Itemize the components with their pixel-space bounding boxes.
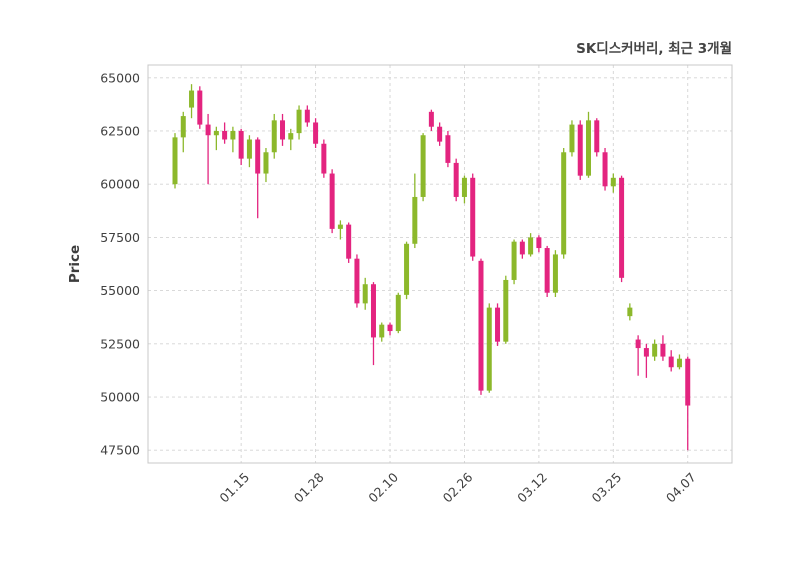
candle-down [387, 324, 393, 332]
candle-down [280, 120, 286, 140]
x-tick-label: 01.15 [216, 470, 252, 506]
candle-down [668, 356, 674, 368]
y-tick-label: 50000 [100, 390, 140, 405]
candle-down [445, 135, 451, 163]
candle-down [519, 241, 525, 255]
candle-up [627, 307, 633, 317]
candle-up [263, 152, 269, 174]
candlesticks [172, 84, 691, 451]
y-tick-label: 47500 [100, 443, 140, 458]
x-tick-label: 03.12 [514, 470, 550, 506]
x-tick-label: 04.07 [663, 470, 699, 506]
x-tick-label: 02.26 [440, 469, 476, 505]
candle-down [594, 120, 600, 153]
candle-down [197, 90, 203, 125]
candle-down [437, 126, 443, 142]
y-tick-label: 62500 [100, 123, 140, 138]
candle-down [222, 130, 228, 140]
candle-up [271, 120, 277, 153]
candle-down [354, 258, 360, 304]
candle-down [428, 111, 434, 127]
candle-up [213, 130, 219, 136]
candle-down [255, 139, 261, 174]
x-tick-label: 03.25 [589, 470, 625, 506]
candle-down [660, 343, 666, 357]
candle-up [569, 124, 575, 153]
candle-up [461, 177, 467, 197]
candle-up [288, 133, 294, 140]
candle-up [528, 237, 534, 255]
candle-up [404, 243, 410, 295]
candle-down [238, 130, 244, 159]
candle-up [652, 343, 658, 357]
candle-up [230, 130, 236, 140]
candle-down [304, 109, 310, 123]
x-axis-tick-labels: 01.15 01.28 02.10 02.26 03.12 03.25 04.07 [216, 469, 698, 505]
candle-up [379, 324, 385, 338]
candle-down [470, 177, 476, 257]
y-tick-label: 55000 [100, 283, 140, 298]
candle-up [395, 294, 401, 332]
candle-down [346, 224, 352, 259]
candle-up [561, 152, 567, 255]
x-tick-label: 01.28 [291, 469, 327, 505]
candle-up [172, 137, 178, 185]
candle-down [544, 248, 550, 293]
candle-down [495, 307, 501, 342]
candle-down [205, 124, 211, 136]
y-tick-label: 57500 [100, 230, 140, 245]
candle-up [189, 90, 195, 108]
y-tick-label: 65000 [100, 70, 140, 85]
chart-title: SK디스커버리, 최근 3개월 [576, 40, 732, 57]
candle-up [503, 279, 509, 342]
candle-down [602, 152, 608, 187]
y-axis-label: Price [67, 245, 83, 283]
candle-up [610, 177, 616, 187]
candle-down [635, 339, 641, 349]
candle-down [370, 284, 376, 338]
x-tick-label: 02.10 [365, 469, 401, 505]
y-tick-label: 52500 [100, 336, 140, 351]
candle-up [296, 109, 302, 134]
y-tick-label: 60000 [100, 177, 140, 192]
candle-down [313, 122, 319, 144]
plot-border [147, 64, 733, 464]
candle-up [486, 307, 492, 391]
candle-up [586, 120, 591, 176]
candle-up [676, 358, 682, 368]
candle-down [329, 173, 335, 229]
candle-down [619, 177, 625, 278]
candle-up [180, 116, 186, 138]
candle-down [685, 358, 691, 406]
y-axis-tick-labels: 47500 50000 52500 55000 57500 60000 62500 65000 [100, 70, 140, 457]
candle-up [412, 196, 418, 244]
candle-up [552, 254, 558, 293]
candle-down [577, 124, 583, 176]
candle-up [337, 224, 343, 229]
candle-up [511, 241, 517, 280]
candle-down [643, 348, 649, 357]
candle-down [478, 260, 484, 391]
candle-down [453, 162, 459, 197]
candle-down [321, 143, 327, 174]
candle-up [362, 284, 368, 304]
candle-up [246, 139, 252, 159]
candle-down [536, 237, 542, 249]
candle-up [420, 135, 426, 197]
